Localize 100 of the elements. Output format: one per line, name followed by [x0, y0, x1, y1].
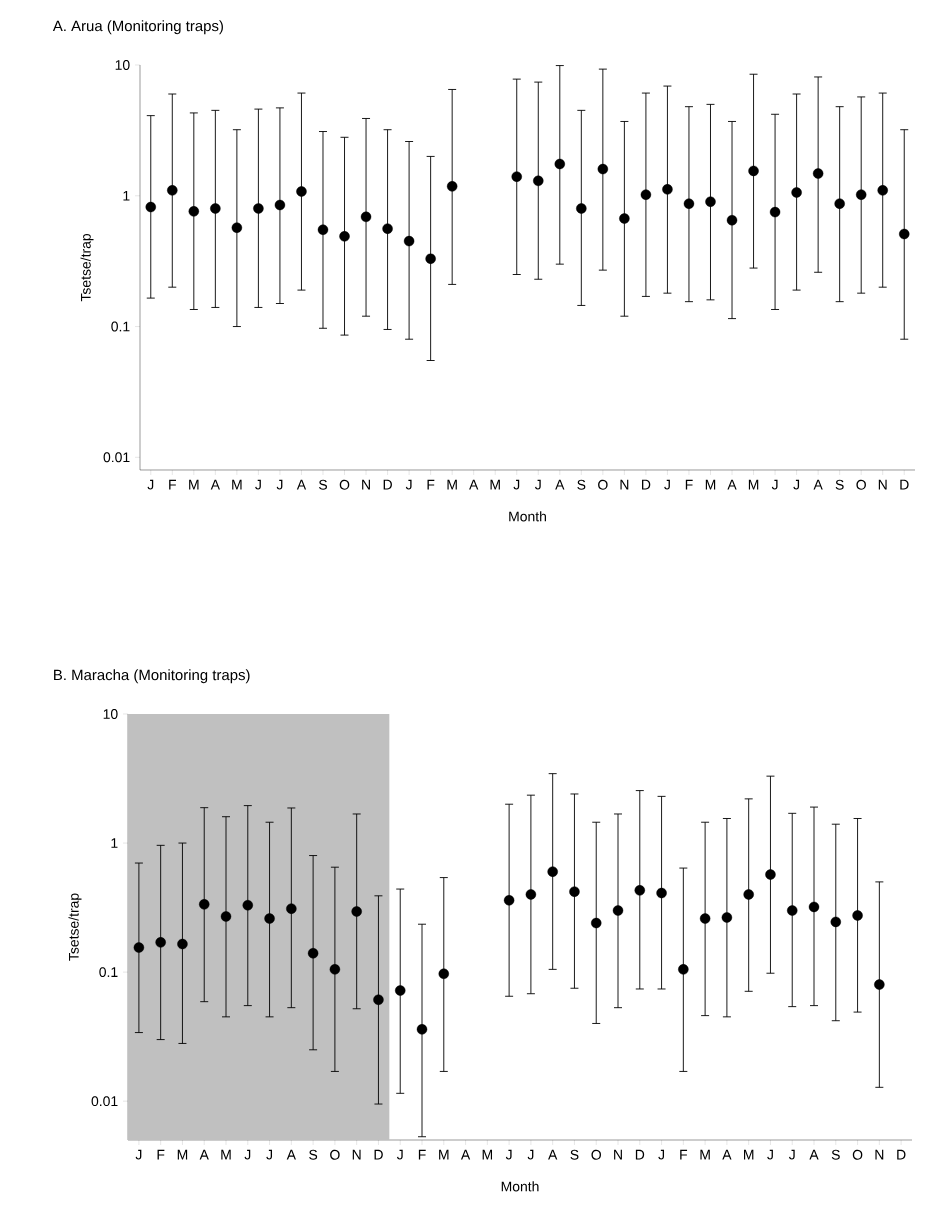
x-tick-label: N — [614, 1149, 622, 1160]
x-tick-label: J — [658, 1149, 665, 1160]
point — [569, 886, 580, 897]
x-tick-label: J — [767, 1149, 773, 1160]
y-tick-label: 10 — [103, 709, 118, 719]
point — [662, 184, 673, 195]
point — [382, 223, 393, 234]
point — [699, 913, 711, 924]
x-tick-label: J — [505, 1149, 512, 1160]
point — [683, 198, 695, 209]
point — [787, 905, 798, 916]
point — [360, 211, 372, 223]
x-tick-label: J — [276, 479, 283, 490]
x-tick-label: J — [788, 1149, 795, 1160]
x-tick-label: J — [255, 479, 261, 490]
x-tick-label: N — [620, 479, 629, 490]
point — [726, 215, 738, 226]
point — [808, 901, 820, 913]
point — [231, 222, 243, 233]
point — [640, 189, 652, 200]
point — [167, 185, 178, 196]
point — [612, 905, 624, 916]
x-tick-label: M — [482, 1149, 493, 1160]
x-tick-label: D — [897, 1149, 906, 1160]
point — [554, 158, 565, 170]
point — [547, 866, 558, 877]
x-tick-label: F — [685, 479, 693, 490]
x-tick-label: O — [856, 479, 866, 490]
point — [619, 213, 630, 224]
point — [274, 199, 286, 211]
point — [145, 201, 156, 213]
x-tick-label: J — [244, 1149, 251, 1160]
point — [210, 203, 221, 214]
point — [743, 889, 754, 900]
x-tick-label: N — [352, 1149, 361, 1160]
point — [307, 948, 319, 959]
point — [525, 889, 537, 900]
x-tick-label: S — [570, 1149, 579, 1160]
x-tick-label: A — [199, 1149, 209, 1160]
y-tick-label: 10 — [115, 60, 130, 70]
point — [416, 1024, 428, 1035]
x-tick-label: J — [664, 479, 670, 490]
point — [769, 206, 781, 218]
x-tick-label: J — [266, 1149, 273, 1160]
point — [765, 869, 776, 880]
x-tick-label: D — [635, 1149, 645, 1160]
x-tick-label: M — [700, 1149, 710, 1160]
x-tick-label: F — [418, 1149, 426, 1160]
x-tick-label: M — [705, 479, 716, 490]
x-tick-label: O — [598, 479, 608, 490]
y-axis-title: Tsetse/trap — [68, 893, 82, 961]
x-tick-label: M — [490, 479, 500, 490]
point — [503, 895, 515, 906]
x-tick-label: O — [591, 1149, 601, 1160]
point — [395, 985, 406, 996]
point — [721, 912, 733, 923]
point — [576, 203, 587, 214]
point — [286, 903, 297, 914]
point — [155, 937, 166, 948]
point — [511, 171, 522, 182]
x-tick-label: A — [286, 1149, 296, 1160]
x-tick-label: J — [771, 479, 778, 490]
x-tick-label: M — [744, 1149, 754, 1160]
x-tick-label: J — [396, 1149, 403, 1160]
x-tick-label: O — [339, 479, 350, 490]
y-tick-label: 0.01 — [103, 452, 130, 463]
y-axis-title: Tsetse/trap — [80, 233, 94, 302]
point — [855, 189, 867, 200]
x-tick-label: A — [555, 479, 565, 490]
point — [296, 186, 307, 197]
x-tick-label: F — [169, 479, 176, 490]
point — [656, 887, 667, 899]
point — [899, 228, 910, 240]
x-tick-label: S — [831, 1149, 840, 1160]
point — [373, 994, 384, 1006]
x-tick-label: J — [147, 479, 154, 490]
x-tick-label: D — [642, 479, 651, 490]
y-tick-label: 1 — [123, 190, 130, 201]
x-tick-label: M — [232, 479, 242, 490]
point — [877, 185, 888, 196]
x-tick-label: A — [809, 1149, 819, 1160]
x-tick-label: M — [177, 1149, 188, 1160]
x-tick-label: A — [460, 1149, 471, 1160]
chart-title: A. Arua (Monitoring traps) — [52, 20, 223, 35]
x-tick-label: N — [875, 1149, 884, 1160]
x-axis-title: Month — [501, 1181, 539, 1192]
x-tick-label: A — [296, 479, 307, 490]
x-tick-label: M — [447, 479, 457, 490]
point — [339, 231, 350, 242]
x-tick-label: M — [748, 479, 759, 490]
x-tick-label: S — [835, 479, 844, 490]
x-tick-label: F — [157, 1149, 165, 1160]
point — [199, 899, 210, 910]
point — [351, 906, 362, 917]
x-tick-label: J — [527, 1149, 534, 1160]
y-tick-label: 0.01 — [91, 1096, 118, 1107]
point — [133, 942, 145, 953]
x-tick-label: M — [189, 479, 199, 490]
y-tick-label: 1 — [111, 838, 118, 848]
x-tick-label: F — [680, 1149, 688, 1160]
